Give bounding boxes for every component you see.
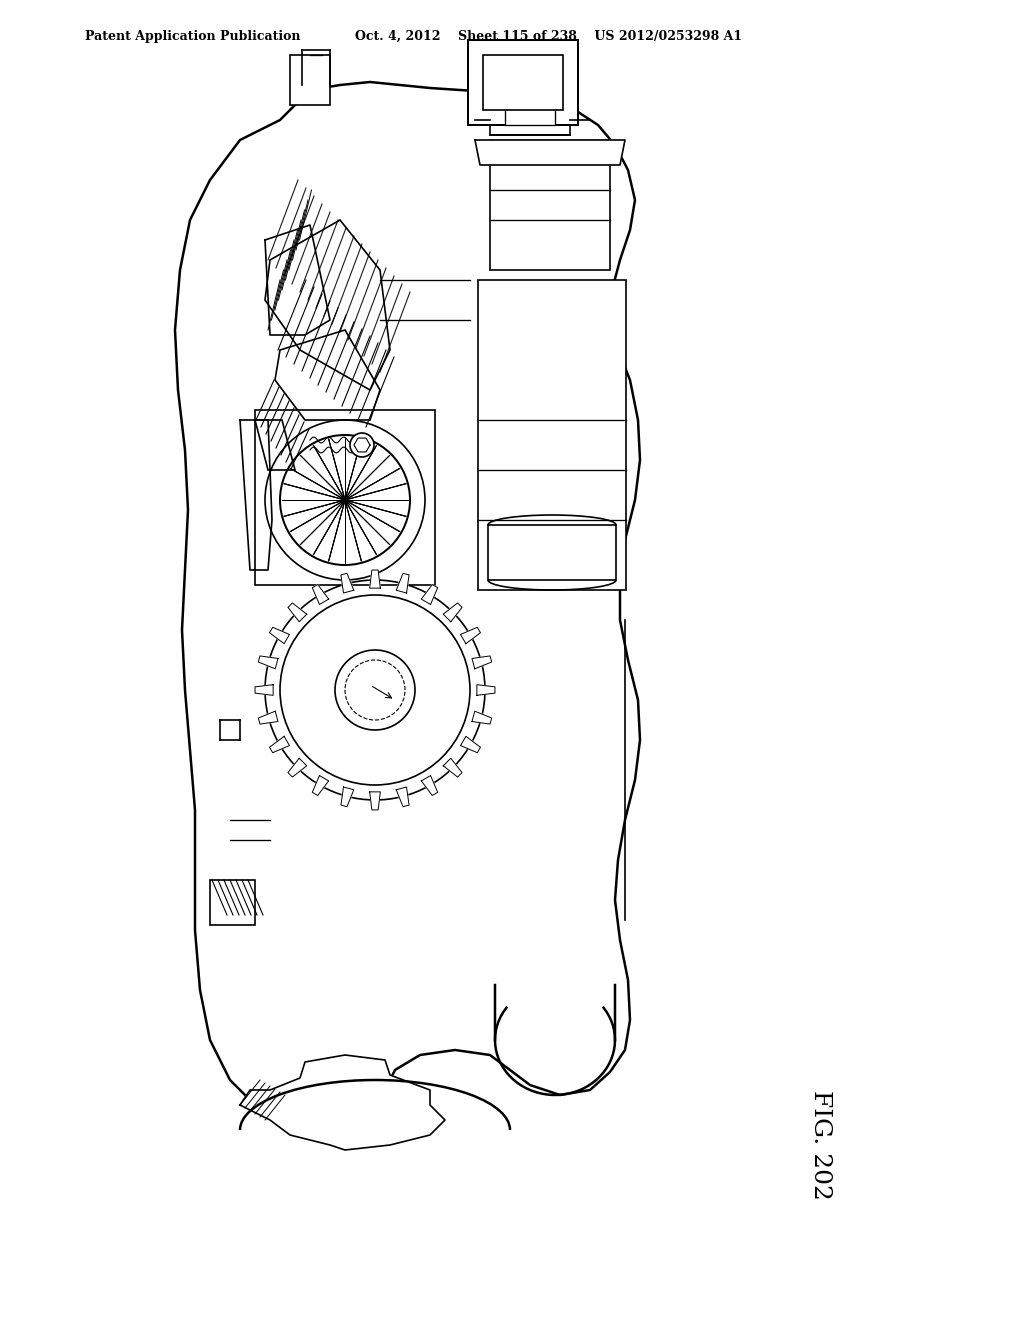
Polygon shape <box>472 711 492 725</box>
Polygon shape <box>461 737 480 752</box>
Polygon shape <box>258 711 278 725</box>
Bar <box>255 411 435 585</box>
Polygon shape <box>461 627 480 644</box>
Polygon shape <box>472 656 492 669</box>
Polygon shape <box>443 603 462 622</box>
Polygon shape <box>269 627 290 644</box>
Polygon shape <box>275 330 380 420</box>
Bar <box>478 280 626 590</box>
Polygon shape <box>175 82 640 1130</box>
Polygon shape <box>240 1055 445 1150</box>
Polygon shape <box>370 792 380 810</box>
Bar <box>468 40 578 125</box>
Circle shape <box>280 436 410 565</box>
Polygon shape <box>477 685 495 696</box>
Polygon shape <box>269 737 290 752</box>
Polygon shape <box>312 776 329 796</box>
Polygon shape <box>210 880 255 925</box>
Polygon shape <box>240 420 272 570</box>
Circle shape <box>350 433 374 457</box>
Text: Oct. 4, 2012    Sheet 115 of 238    US 2012/0253298 A1: Oct. 4, 2012 Sheet 115 of 238 US 2012/02… <box>355 30 742 44</box>
Bar <box>483 55 563 110</box>
Polygon shape <box>341 787 354 807</box>
Text: FIG. 202: FIG. 202 <box>809 1090 831 1200</box>
Polygon shape <box>265 220 390 389</box>
Polygon shape <box>443 758 462 777</box>
Bar <box>490 140 610 271</box>
Polygon shape <box>421 585 437 605</box>
Polygon shape <box>475 140 625 165</box>
Polygon shape <box>341 573 354 593</box>
Polygon shape <box>396 573 409 593</box>
Circle shape <box>335 649 415 730</box>
Polygon shape <box>370 570 380 589</box>
Text: Patent Application Publication: Patent Application Publication <box>85 30 300 44</box>
Bar <box>505 84 555 125</box>
Polygon shape <box>265 224 330 335</box>
Polygon shape <box>258 656 278 669</box>
Polygon shape <box>288 758 307 777</box>
Polygon shape <box>255 420 295 470</box>
Bar <box>490 75 570 135</box>
Polygon shape <box>396 787 409 807</box>
Polygon shape <box>255 685 273 696</box>
Polygon shape <box>312 585 329 605</box>
Bar <box>488 525 616 579</box>
Polygon shape <box>421 776 437 796</box>
Bar <box>290 55 330 106</box>
Polygon shape <box>288 603 307 622</box>
